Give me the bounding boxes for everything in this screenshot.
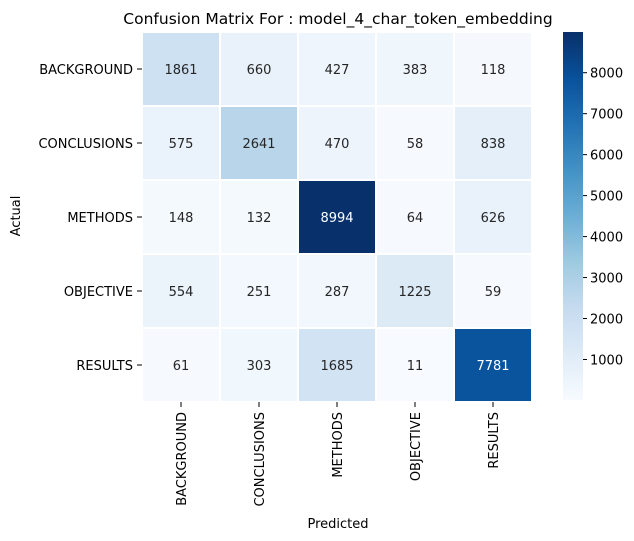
y-tick-label: OBJECTIVE xyxy=(64,285,133,300)
heatmap-cell xyxy=(453,253,533,329)
cell-value-label: 626 xyxy=(481,211,506,226)
colorbar-tick-label: 4000 xyxy=(590,231,623,246)
cell-value-label: 1685 xyxy=(320,359,353,374)
cell-value-label: 58 xyxy=(407,137,424,152)
cell-value-label: 470 xyxy=(325,137,350,152)
heatmap-cell xyxy=(219,179,299,255)
cell-value-label: 1225 xyxy=(398,285,431,300)
cell-value-label: 2641 xyxy=(242,137,275,152)
cell-value-label: 59 xyxy=(485,285,502,300)
heatmap-cell xyxy=(453,105,533,181)
chart-title: Confusion Matrix For : model_4_char_toke… xyxy=(123,10,552,29)
cell-value-label: 61 xyxy=(173,359,190,374)
heatmap-cell xyxy=(297,327,377,403)
cell-value-label: 11 xyxy=(407,359,424,374)
y-tick-label: RESULTS xyxy=(76,359,133,374)
heatmap-cell xyxy=(375,253,455,329)
cell-value-label: 575 xyxy=(169,137,194,152)
colorbar-tick-label: 5000 xyxy=(590,190,623,205)
cell-value-label: 838 xyxy=(481,137,506,152)
x-tick-label: BACKGROUND xyxy=(175,412,190,506)
cell-value-label: 427 xyxy=(325,63,350,78)
cell-value-label: 8994 xyxy=(320,211,353,226)
cell-value-label: 287 xyxy=(325,285,350,300)
colorbar-tick-label: 1000 xyxy=(590,353,623,368)
x-tick-label: OBJECTIVE xyxy=(409,412,424,481)
cell-value-label: 554 xyxy=(169,285,194,300)
colorbar-tick-label: 7000 xyxy=(590,108,623,123)
heatmap-cell xyxy=(297,253,377,329)
heatmap-cell xyxy=(219,327,299,403)
cell-value-label: 1861 xyxy=(164,63,197,78)
cell-value-label: 251 xyxy=(247,285,272,300)
colorbar-tick-label: 8000 xyxy=(590,67,623,82)
cell-value-label: 303 xyxy=(247,359,272,374)
heatmap-cells: 1861 660 427 383 118 575 2641 470 58 838 148 132 899… xyxy=(141,31,533,403)
cell-value-label: 660 xyxy=(247,63,272,78)
y-tick-label: CONCLUSIONS xyxy=(38,137,133,152)
colorbar-tick-label: 2000 xyxy=(590,313,623,328)
cell-value-label: 383 xyxy=(403,63,428,78)
colorbar xyxy=(563,32,583,400)
heatmap-cell xyxy=(375,179,455,255)
heatmap-cell xyxy=(219,31,299,107)
x-tick-label: RESULTS xyxy=(487,412,502,469)
y-tick-label: METHODS xyxy=(67,211,133,226)
cell-value-label: 148 xyxy=(169,211,194,226)
y-axis-ticks: BACKGROUND CONCLUSIONS METHODS OBJECTIVE RES… xyxy=(38,63,142,374)
heatmap-cell xyxy=(297,105,377,181)
x-tick-label: CONCLUSIONS xyxy=(253,412,268,507)
cell-value-label: 118 xyxy=(481,63,506,78)
x-tick-label: METHODS xyxy=(331,412,346,478)
cell-value-label: 7781 xyxy=(476,359,509,374)
y-axis-label: Actual xyxy=(9,196,24,237)
cell-value-label: 64 xyxy=(407,211,424,226)
x-axis-ticks: BACKGROUND CONCLUSIONS METHODS OBJECTIVE RES… xyxy=(175,402,502,507)
cell-value-label: 132 xyxy=(247,211,272,226)
y-tick-label: BACKGROUND xyxy=(39,63,133,78)
colorbar-tick-label: 6000 xyxy=(590,149,623,164)
colorbar-tick-label: 3000 xyxy=(590,272,623,287)
heatmap-cell xyxy=(219,253,299,329)
x-axis-label: Predicted xyxy=(307,517,368,532)
heatmap-cell xyxy=(141,327,221,403)
colorbar-ticks: 1000 2000 3000 4000 5000 6000 7000 8000 xyxy=(583,67,623,368)
